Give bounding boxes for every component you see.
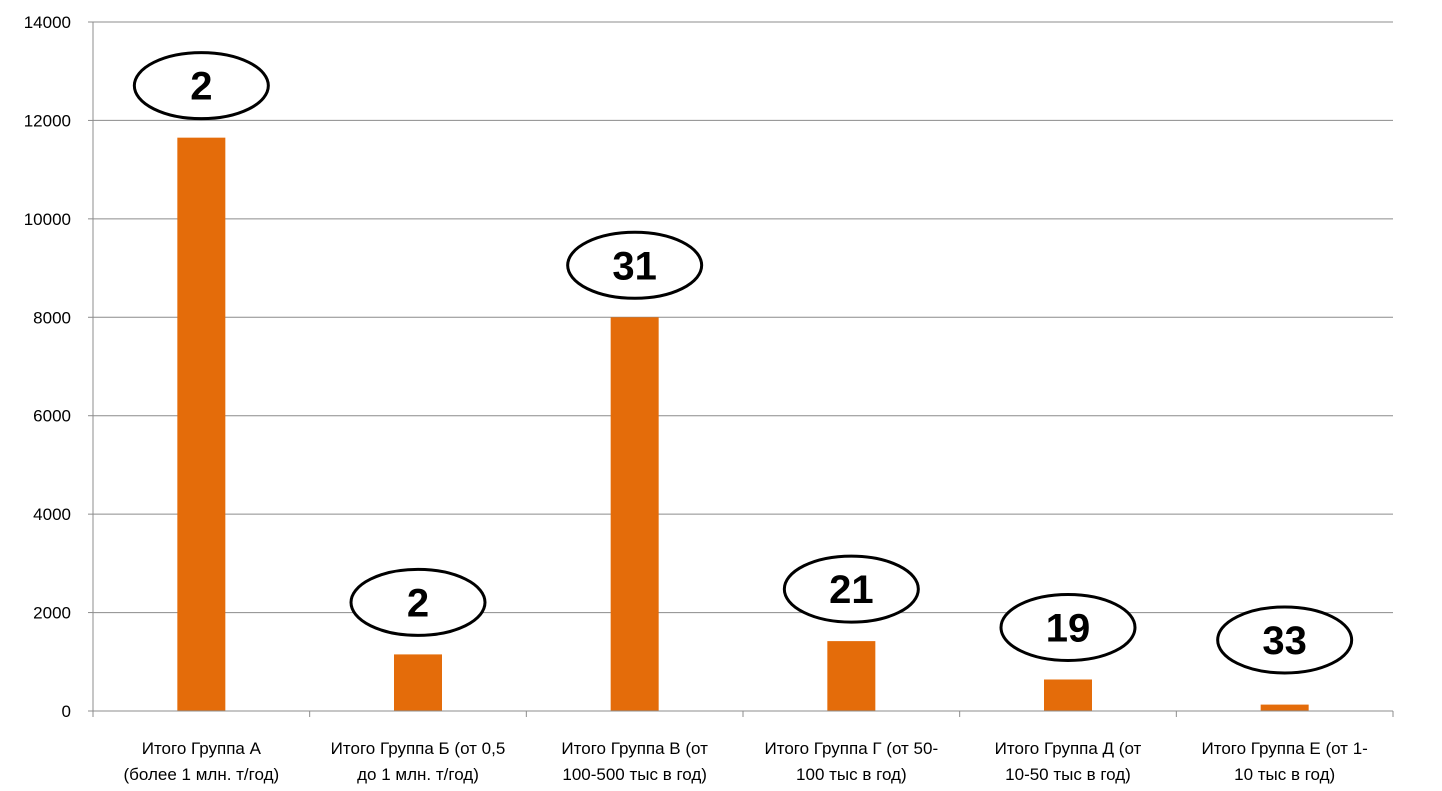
x-tick-label: Итого Группа Д (от — [995, 739, 1142, 758]
y-tick-label: 14000 — [24, 13, 71, 32]
y-tick-label: 4000 — [33, 505, 71, 524]
x-tick-label: до 1 млн. т/год) — [357, 765, 479, 784]
bar — [394, 654, 442, 711]
x-tick-label: (более 1 млн. т/год) — [124, 765, 280, 784]
callout-ellipse — [566, 230, 704, 300]
y-tick-label: 8000 — [33, 308, 71, 327]
callout-ellipse — [782, 554, 920, 624]
x-tick-label: Итого Группа Е (от 1- — [1202, 739, 1368, 758]
callout-label: 19 — [1046, 607, 1091, 651]
callout-label: 31 — [612, 244, 657, 288]
bar — [827, 641, 876, 711]
bar — [1260, 704, 1309, 711]
x-axis: Итого Группа А (более 1 млн. т/год) Итого … — [92, 710, 1394, 784]
bar — [610, 317, 659, 711]
bar — [1044, 679, 1092, 711]
callout-label: 21 — [829, 568, 874, 612]
y-tick-label: 12000 — [24, 111, 71, 130]
callout-ellipse — [999, 593, 1137, 663]
gridlines — [93, 21, 1393, 614]
x-tick-label: Итого Группа В (от — [561, 739, 708, 758]
y-axis: 0 2000 4000 6000 8000 10000 12000 14000 — [24, 13, 94, 721]
y-tick-label: 6000 — [33, 407, 71, 426]
x-tick-label: 100-500 тыс в год) — [562, 765, 707, 784]
y-tick-label: 0 — [62, 702, 71, 721]
x-tick-label: Итого Группа Б (от 0,5 — [331, 739, 506, 758]
callout-ellipse — [1216, 605, 1354, 675]
callout-label: 2 — [407, 581, 429, 625]
y-tick-label: 10000 — [24, 210, 71, 229]
x-tick-label: Итого Группа А — [142, 739, 262, 758]
bars — [177, 137, 1309, 711]
y-tick-label: 2000 — [33, 604, 71, 623]
x-tick-label: 10-50 тыс в год) — [1005, 765, 1131, 784]
bar — [177, 137, 226, 711]
callout-ellipse — [349, 567, 487, 637]
x-tick-label: 100 тыс в год) — [796, 765, 907, 784]
x-tick-label: Итого Группа Г (от 50- — [765, 739, 939, 758]
x-tick-label: 10 тыс в год) — [1234, 765, 1335, 784]
callout-ellipse — [132, 51, 270, 121]
callout-label: 2 — [190, 65, 212, 109]
callout-label: 33 — [1262, 619, 1307, 663]
callouts: 2 2 31 21 19 33 — [132, 51, 1354, 675]
